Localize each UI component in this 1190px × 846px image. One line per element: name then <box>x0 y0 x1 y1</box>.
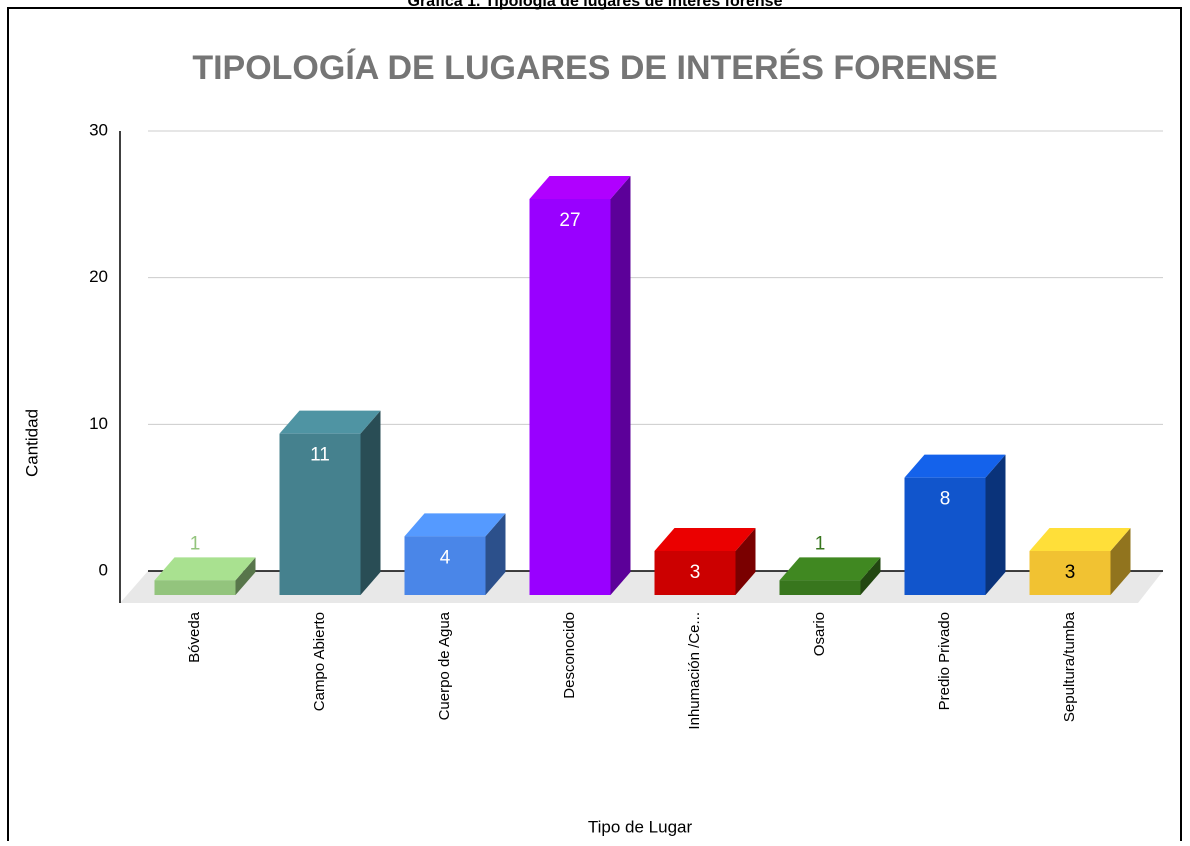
x-tick-label: Desconocido <box>561 612 578 699</box>
bar-side <box>235 557 256 595</box>
bar <box>529 176 631 595</box>
bar-side <box>610 176 631 595</box>
y-axis-title: Cantidad <box>22 409 41 477</box>
data-label: 3 <box>1065 562 1076 583</box>
bar-side <box>860 557 881 595</box>
x-tick-label: Osario <box>811 612 828 656</box>
y-tick-label: 30 <box>89 120 108 139</box>
bar-side <box>985 454 1006 595</box>
y-tick-label: 20 <box>89 267 108 286</box>
chart-title: TIPOLOGÍA DE LUGARES DE INTERÉS FORENSE <box>192 49 997 87</box>
bar-side <box>485 513 506 595</box>
bar <box>1029 528 1131 595</box>
data-label: 8 <box>940 489 951 510</box>
bar <box>404 513 506 595</box>
data-label: 1 <box>815 533 826 554</box>
bar-front <box>529 199 611 595</box>
bar <box>779 557 881 595</box>
bar-side <box>360 410 381 595</box>
data-label: 3 <box>690 562 701 583</box>
frame <box>7 7 1182 841</box>
y-tick-label: 10 <box>89 414 108 433</box>
bar-front <box>654 551 736 595</box>
x-tick-label: Sepultura/tumba <box>1061 611 1078 722</box>
x-tick-label: Bóveda <box>186 611 203 663</box>
bar-top <box>1029 528 1131 551</box>
x-tick-label: Predio Privado <box>936 612 953 710</box>
caption: Gráfica 1. Tipología de lugares de inter… <box>408 0 783 10</box>
y-tick-label: 0 <box>99 560 108 579</box>
bar-top <box>154 557 256 581</box>
bar-side <box>1110 528 1131 595</box>
bar-top <box>904 454 1006 478</box>
floor <box>120 571 1163 603</box>
data-label: 1 <box>190 533 201 554</box>
bar-top <box>654 528 756 551</box>
bar <box>279 410 381 595</box>
bar-front <box>779 580 861 595</box>
bar <box>154 557 256 595</box>
bar <box>654 528 756 595</box>
x-tick-label: Inhumación /Ce... <box>686 612 703 730</box>
data-label: 27 <box>559 210 580 231</box>
data-label: 4 <box>440 547 451 568</box>
bar-front <box>1029 551 1111 595</box>
x-tick-label: Cuerpo de Agua <box>436 611 453 720</box>
bar-front <box>279 433 361 595</box>
bar-top <box>779 557 881 581</box>
bar-side <box>735 528 756 595</box>
bar-top <box>404 513 506 537</box>
data-label: 11 <box>310 445 330 466</box>
bar <box>904 454 1006 595</box>
bar-front <box>404 536 486 595</box>
bar-front <box>904 477 986 595</box>
x-axis-title: Tipo de Lugar <box>588 817 693 836</box>
bar-top <box>529 176 631 199</box>
bar-front <box>154 580 236 595</box>
x-tick-label: Campo Abierto <box>311 612 328 711</box>
bar-top <box>279 410 381 434</box>
